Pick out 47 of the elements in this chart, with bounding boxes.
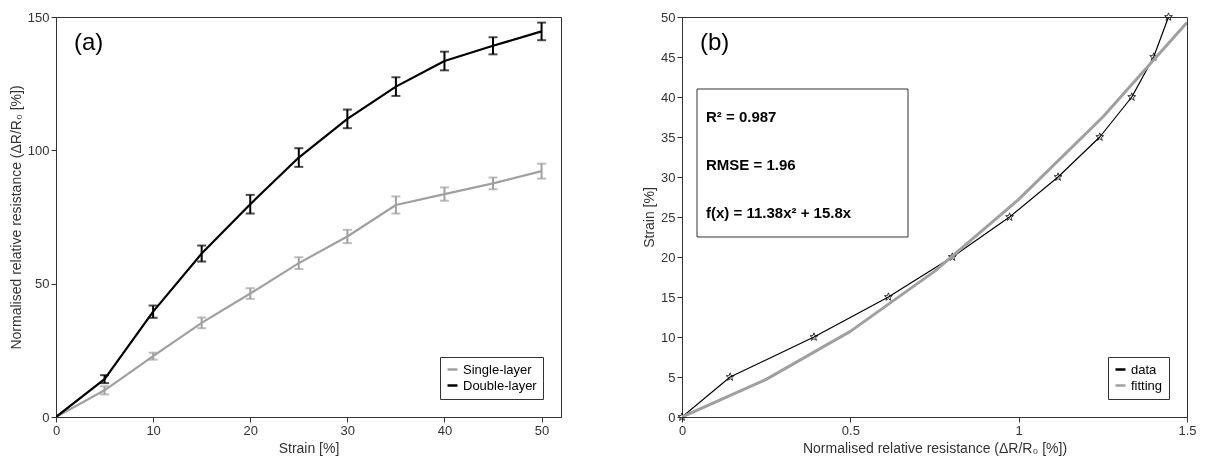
chart-title: (b): [700, 28, 730, 55]
y-tick-label: 25: [661, 209, 676, 225]
legend-label: data: [1131, 361, 1158, 377]
point: [809, 332, 819, 341]
x-tick-label: 20: [243, 422, 258, 438]
y-tick-label: 0: [668, 409, 676, 425]
point: [947, 252, 957, 261]
x-tick-label: 0: [678, 422, 687, 438]
y-tick-label: 50: [35, 276, 50, 292]
annotation: R² = 0.987: [706, 108, 777, 125]
y-tick-label: 45: [661, 49, 676, 65]
annotation: f(x) = 11.38x² + 15.8x: [706, 204, 852, 221]
legend-label: fitting: [1131, 377, 1163, 393]
annotation: RMSE = 1.96: [706, 156, 796, 173]
point: [1005, 212, 1015, 221]
y-tick-label: 30: [661, 169, 676, 185]
x-axis-title: Normalised relative resistance (ΔR/R₀ [%]): [802, 439, 1068, 456]
x-tick-label: 0: [52, 422, 61, 438]
y-tick-label: 40: [661, 89, 676, 105]
x-tick-label: 1: [1015, 422, 1023, 438]
x-tick-label: 30: [340, 422, 356, 438]
y-axis-title: Strain [%]: [641, 187, 658, 248]
x-axis-title: Strain [%]: [278, 439, 340, 456]
x-tick-label: 10: [146, 422, 161, 438]
y-tick-label: 50: [661, 9, 676, 25]
y-tick-label: 10: [661, 329, 676, 345]
y-tick-label: 35: [661, 129, 676, 145]
point: [1095, 132, 1105, 141]
y-tick-label: 100: [27, 142, 50, 158]
y-tick-label: 20: [661, 249, 676, 265]
x-tick-label: 0.5: [841, 422, 860, 438]
x-tick-label: 40: [437, 422, 453, 438]
x-tick-label: 50: [534, 422, 550, 438]
point: [1053, 172, 1063, 181]
y-axis-title: Normalised relative resistance (ΔR/R₀ [%]): [7, 85, 24, 350]
y-tick-label: 15: [661, 289, 676, 305]
point: [1127, 92, 1137, 101]
text: (a): [74, 28, 104, 55]
point: [725, 372, 735, 381]
point: [1164, 12, 1173, 21]
legend-label: Single-layer: [463, 361, 533, 377]
y-tick-label: 150: [27, 9, 50, 25]
y-tick-label: 0: [42, 409, 50, 425]
x-tick-label: 1.5: [1178, 422, 1197, 438]
y-tick-label: 5: [668, 369, 676, 385]
point: [883, 292, 893, 301]
legend-label: Double-layer: [463, 377, 538, 393]
